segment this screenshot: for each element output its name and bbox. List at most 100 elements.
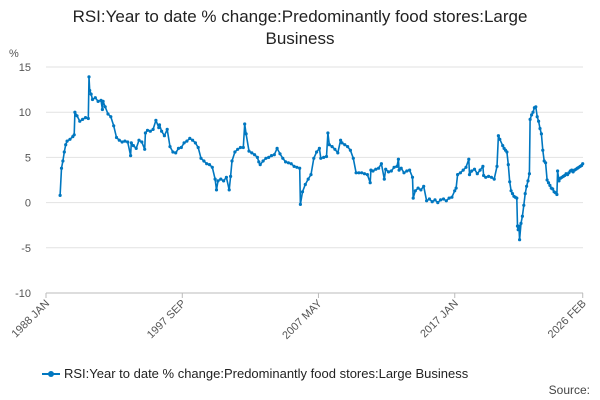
data-point[interactable] (535, 115, 539, 119)
data-point[interactable] (408, 168, 412, 172)
data-point[interactable] (269, 154, 274, 158)
data-point[interactable] (545, 178, 549, 182)
data-point[interactable] (134, 146, 138, 150)
data-point[interactable] (539, 132, 544, 136)
data-point[interactable] (289, 162, 293, 166)
data-point[interactable] (340, 141, 344, 145)
data-point[interactable] (348, 148, 352, 152)
data-point[interactable] (374, 167, 378, 171)
data-point[interactable] (439, 198, 443, 202)
data-point[interactable] (523, 192, 527, 196)
data-point[interactable] (508, 180, 512, 184)
data-point[interactable] (202, 159, 206, 163)
data-point[interactable] (88, 88, 92, 93)
data-point[interactable] (298, 202, 302, 206)
data-point[interactable] (531, 110, 535, 114)
data-point[interactable] (157, 126, 161, 130)
data-point[interactable] (396, 157, 400, 161)
data-point[interactable] (461, 168, 465, 172)
data-point[interactable] (484, 175, 488, 179)
data-point[interactable] (243, 122, 247, 126)
data-point[interactable] (517, 224, 521, 228)
data-point[interactable] (397, 168, 401, 172)
data-point[interactable] (326, 131, 330, 135)
data-point[interactable] (87, 75, 91, 79)
data-point[interactable] (498, 137, 502, 141)
data-point[interactable] (129, 154, 133, 158)
data-point[interactable] (430, 200, 434, 204)
data-point[interactable] (193, 141, 197, 145)
data-point[interactable] (399, 166, 403, 170)
data-point[interactable] (478, 168, 482, 172)
data-point[interactable] (222, 179, 226, 183)
data-point[interactable] (264, 156, 268, 160)
data-point[interactable] (143, 131, 147, 135)
data-point[interactable] (339, 138, 343, 142)
data-point[interactable] (450, 195, 454, 199)
data-point[interactable] (472, 167, 477, 171)
data-point[interactable] (214, 188, 219, 192)
data-point[interactable] (544, 161, 548, 165)
data-point[interactable] (103, 105, 107, 109)
data-point[interactable] (241, 145, 245, 150)
data-point[interactable] (405, 169, 409, 173)
data-point[interactable] (389, 169, 393, 173)
data-point[interactable] (411, 196, 415, 200)
data-point[interactable] (538, 126, 542, 131)
data-point[interactable] (534, 105, 538, 109)
data-point[interactable] (68, 137, 72, 141)
data-point[interactable] (362, 172, 367, 176)
data-point[interactable] (557, 179, 561, 183)
data-point[interactable] (89, 92, 93, 96)
data-point[interactable] (272, 153, 276, 157)
data-point[interactable] (453, 189, 457, 193)
data-point[interactable] (309, 173, 313, 177)
data-point[interactable] (281, 156, 285, 160)
data-point[interactable] (505, 150, 509, 154)
data-point[interactable] (64, 143, 68, 147)
data-point[interactable] (165, 127, 169, 131)
data-point[interactable] (487, 174, 491, 178)
data-point[interactable] (392, 165, 396, 169)
data-point[interactable] (520, 214, 525, 218)
data-point[interactable] (205, 162, 209, 166)
data-point[interactable] (216, 179, 220, 183)
data-point[interactable] (154, 118, 158, 122)
data-point[interactable] (527, 172, 532, 176)
data-point[interactable] (413, 189, 417, 193)
data-point[interactable] (90, 97, 95, 102)
data-point[interactable] (548, 183, 552, 187)
data-point[interactable] (207, 163, 212, 167)
data-point[interactable] (518, 238, 522, 242)
data-point[interactable] (267, 155, 271, 159)
data-point[interactable] (495, 164, 499, 168)
data-point[interactable] (86, 116, 90, 121)
data-point[interactable] (324, 154, 329, 159)
data-point[interactable] (315, 150, 319, 154)
data-point[interactable] (425, 199, 429, 203)
data-point[interactable] (188, 136, 192, 140)
data-point[interactable] (300, 190, 305, 194)
data-point[interactable] (546, 181, 551, 185)
data-point[interactable] (319, 156, 323, 160)
data-point[interactable] (244, 132, 248, 136)
data-point[interactable] (522, 203, 526, 207)
data-point[interactable] (330, 145, 334, 149)
data-point[interactable] (210, 165, 214, 169)
data-point[interactable] (475, 172, 479, 176)
data-point[interactable] (556, 169, 560, 173)
data-point[interactable] (525, 184, 529, 188)
data-point[interactable] (199, 156, 203, 160)
data-point[interactable] (312, 156, 316, 160)
data-point[interactable] (255, 155, 259, 159)
data-point[interactable] (123, 139, 127, 143)
data-point[interactable] (213, 177, 217, 181)
data-point[interactable] (174, 151, 178, 155)
data-point[interactable] (65, 139, 69, 143)
data-point[interactable] (528, 117, 532, 121)
data-point[interactable] (182, 141, 186, 145)
data-point[interactable] (78, 119, 82, 123)
data-point[interactable] (83, 116, 88, 120)
data-point[interactable] (112, 124, 116, 128)
data-point[interactable] (230, 159, 234, 163)
